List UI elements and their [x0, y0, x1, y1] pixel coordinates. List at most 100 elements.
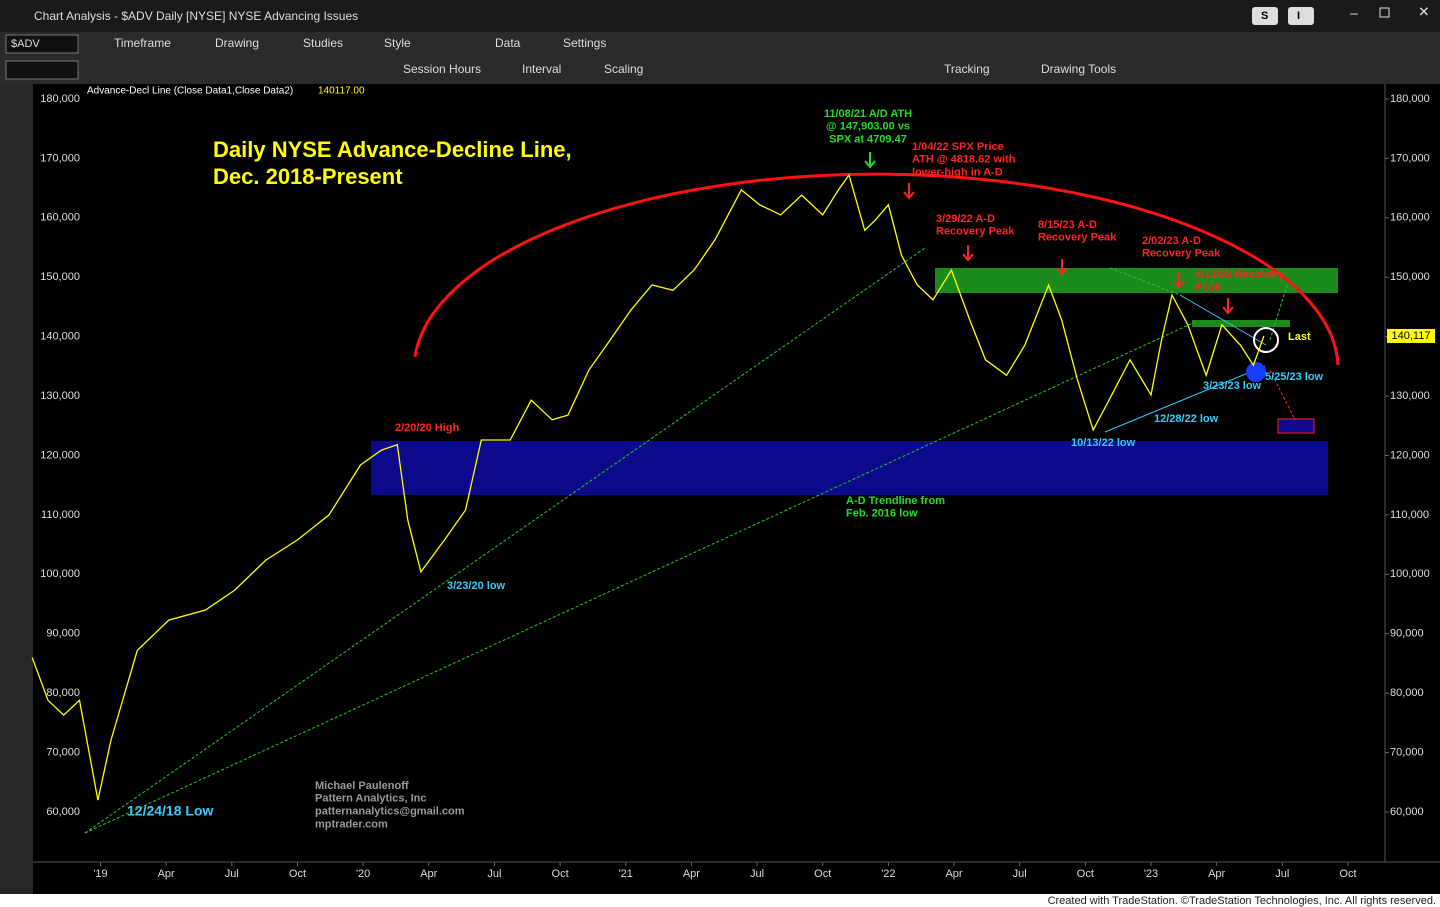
- annotation: lower-high in A-D: [912, 167, 1003, 179]
- annotation: 10/13/22 low: [1071, 437, 1136, 449]
- legend-value: 140117.00: [318, 86, 365, 97]
- y2-tick-label: 170,000: [1390, 152, 1430, 164]
- x-tick-label: Apr: [420, 868, 437, 880]
- support-zone: [371, 441, 1328, 495]
- x-tick-label: Oct: [1077, 868, 1094, 880]
- y2-tick-label: 120,000: [1390, 449, 1430, 461]
- last-value-box: [1387, 328, 1435, 343]
- y-tick-label: 110,000: [41, 509, 80, 521]
- y2-tick-label: 90,000: [1390, 628, 1424, 640]
- window-title: Chart Analysis - $ADV Daily [NYSE] NYSE …: [34, 9, 358, 23]
- x-tick-label: '19: [93, 868, 107, 880]
- y-tick-label: 80,000: [46, 687, 80, 699]
- maximize[interactable]: [1379, 7, 1390, 18]
- annotation: 3/23/23 low: [1203, 380, 1262, 392]
- x-tick-label: Jul: [1013, 868, 1027, 880]
- toolbar-button[interactable]: Studies: [303, 36, 343, 50]
- title-bar: [0, 0, 1440, 32]
- annotation: 5/25/23 low: [1265, 371, 1324, 383]
- toolbar-button[interactable]: Drawing: [215, 36, 259, 50]
- annotation: Peak: [1195, 282, 1222, 294]
- x-tick-label: Jul: [750, 868, 764, 880]
- trendline: [1179, 294, 1267, 346]
- toolbar-button[interactable]: Drawing Tools: [1041, 62, 1116, 76]
- x-tick-label: Oct: [552, 868, 569, 880]
- x-tick-label: Jul: [225, 868, 239, 880]
- window-button-label: S: [1261, 10, 1268, 22]
- annotation: Feb. 2016 low: [846, 508, 918, 520]
- y-tick-label: 100,000: [40, 568, 80, 580]
- x-tick-label: Oct: [289, 868, 306, 880]
- arrow: [864, 152, 876, 169]
- ad-line: [31, 173, 1265, 801]
- y-tick-label: 130,000: [40, 390, 80, 402]
- y2-tick-label: 80,000: [1390, 687, 1424, 699]
- projection: [1269, 284, 1288, 341]
- annotation: Pattern Analytics, Inc: [315, 793, 426, 805]
- toolbar-button[interactable]: Interval: [522, 62, 561, 76]
- toolbar-button[interactable]: Session Hours: [403, 62, 481, 76]
- annotation: Recovery Peak: [1038, 232, 1117, 244]
- arc: [413, 172, 1340, 366]
- annotation: 2/20/20 High: [395, 422, 459, 434]
- target-box: [1277, 418, 1315, 434]
- toolbar-button[interactable]: Tracking: [944, 62, 990, 76]
- chart-title: Daily NYSE Advance-Decline Line, Dec. 20…: [213, 137, 572, 189]
- plot: 60,000 60,000 70,000 70,000 80,000 80,000 90,0…: [31, 86, 1435, 880]
- low-marker: [1246, 362, 1266, 382]
- x-tick-label: Oct: [1339, 868, 1356, 880]
- annotation: 3/23/20 low: [447, 580, 506, 592]
- y2-tick-label: 180,000: [1390, 93, 1430, 105]
- trendline: [1104, 365, 1266, 433]
- y-tick-label: 180,000: [40, 93, 80, 105]
- overlays: [84, 152, 1340, 834]
- arrow: [903, 183, 1234, 315]
- annotation: Michael Paulenoff: [315, 780, 409, 792]
- annotation: A-D Trendline from: [846, 495, 945, 507]
- annotation: 3/29/22 A-D: [936, 213, 995, 225]
- last-marker: [1253, 327, 1279, 353]
- close[interactable]: ✕: [1418, 4, 1430, 20]
- annotation: Last: [1288, 331, 1311, 343]
- annotation: 11/08/21 A/D ATH: [824, 108, 912, 120]
- y-tick-label: 90,000: [46, 628, 80, 640]
- footer-text: Created with TradeStation. ©TradeStation…: [1048, 895, 1436, 907]
- annotation: SPX at 4709.47: [829, 134, 907, 146]
- annotation: Recovery Peak: [936, 226, 1015, 238]
- y-tick-label: 160,000: [40, 212, 80, 224]
- y2-tick-label: 60,000: [1390, 806, 1424, 818]
- y2-tick-label: 160,000: [1390, 212, 1430, 224]
- x-tick-label: Apr: [683, 868, 700, 880]
- window-button[interactable]: [1252, 7, 1278, 25]
- x-tick-label: Jul: [1275, 868, 1289, 880]
- toolbar-button[interactable]: Style: [384, 36, 411, 50]
- tool-column: [0, 84, 33, 894]
- toolbar-button[interactable]: Settings: [563, 36, 606, 50]
- annotation: 1/04/22 SPX Price: [912, 141, 1004, 153]
- trendline: [84, 247, 926, 834]
- window-button[interactable]: [1288, 7, 1314, 25]
- symbol-box[interactable]: [5, 34, 79, 54]
- minimize[interactable]: –: [1350, 5, 1358, 21]
- y2-tick-label: 70,000: [1390, 746, 1424, 758]
- y-tick-label: 170,000: [40, 152, 80, 164]
- y-tick-label: 140,000: [40, 331, 80, 343]
- x-tick-label: Apr: [945, 868, 962, 880]
- x-tick-label: '23: [1144, 868, 1158, 880]
- dropdown[interactable]: [5, 60, 79, 80]
- annotation: Recovery Peak: [1142, 248, 1221, 260]
- y-tick-label: 60,000: [46, 806, 80, 818]
- toolbar-button[interactable]: Timeframe: [114, 36, 171, 50]
- annotation: 4/13/23 Recovery: [1195, 269, 1285, 281]
- window-button-label: I: [1297, 10, 1300, 22]
- trendline: [1109, 267, 1181, 296]
- toolbar-button[interactable]: Scaling: [604, 62, 643, 76]
- x-tick-label: '21: [619, 868, 633, 880]
- annotation: patternanalytics@gmail.com: [315, 806, 465, 818]
- y-tick-label: 70,000: [46, 746, 80, 758]
- last-value-label: 140,117: [1392, 330, 1431, 342]
- annotation: 12/28/22 low: [1154, 413, 1219, 425]
- toolbar-button[interactable]: Data: [495, 36, 521, 50]
- annotation: @ 147,903.00 vs: [826, 121, 910, 133]
